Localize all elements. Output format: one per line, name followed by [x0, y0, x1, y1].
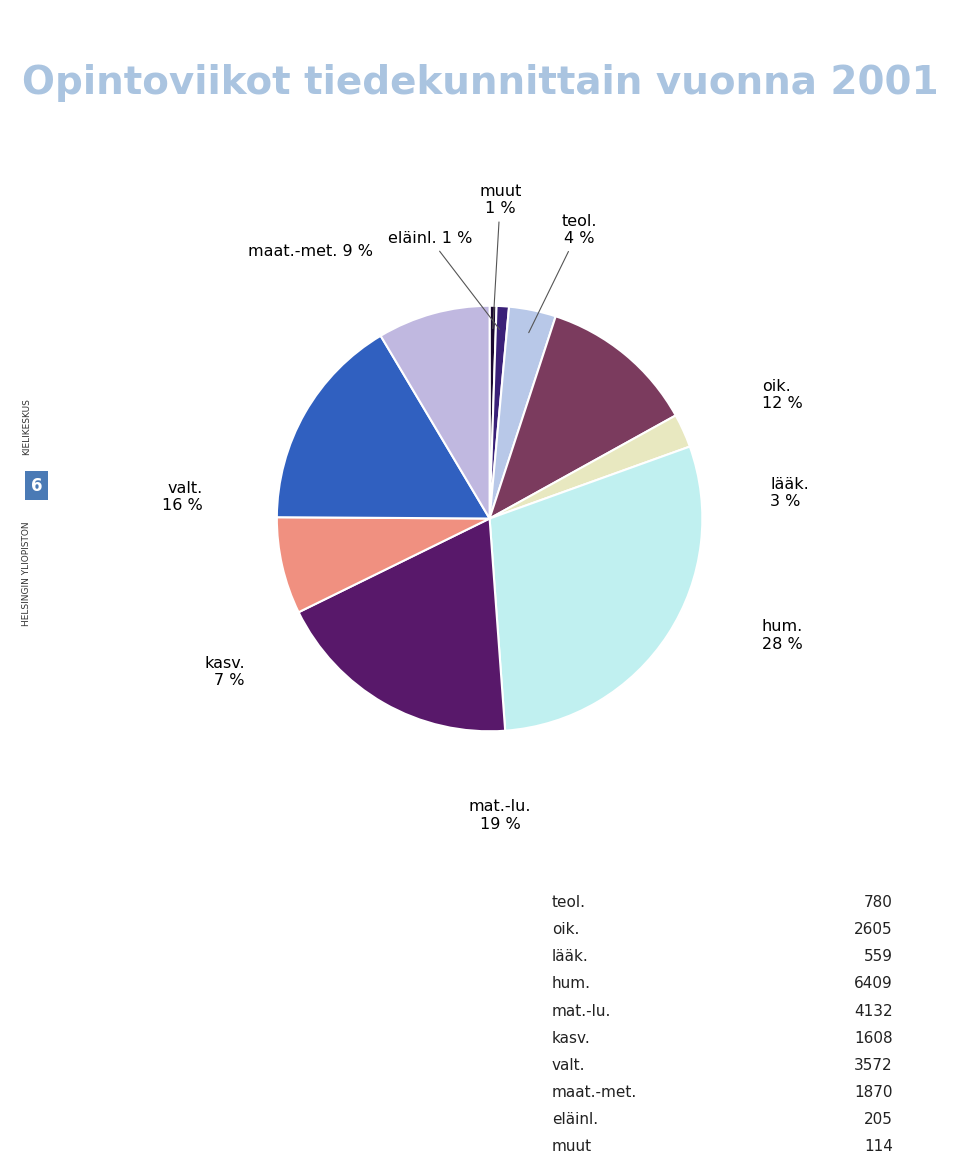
Text: 4132: 4132 — [854, 1004, 893, 1019]
Text: lääk.
3 %: lääk. 3 % — [771, 477, 809, 509]
Wedge shape — [490, 415, 690, 518]
Text: lääk.: lääk. — [552, 949, 588, 964]
Text: muut
1 %: muut 1 % — [479, 184, 521, 329]
Text: mat.-lu.: mat.-lu. — [552, 1004, 612, 1019]
Wedge shape — [490, 305, 496, 518]
Wedge shape — [490, 316, 676, 518]
Wedge shape — [299, 518, 505, 731]
Text: 6409: 6409 — [854, 977, 893, 991]
Text: 1608: 1608 — [854, 1031, 893, 1046]
Text: eläinl. 1 %: eläinl. 1 % — [388, 232, 499, 330]
Text: oik.
12 %: oik. 12 % — [762, 379, 803, 412]
Wedge shape — [276, 336, 490, 518]
Text: Opintoviikot tiedekunnittain vuonna 2001: Opintoviikot tiedekunnittain vuonna 2001 — [22, 64, 938, 102]
Text: 205: 205 — [864, 1113, 893, 1127]
Text: oik.: oik. — [552, 922, 580, 937]
Text: hum.
28 %: hum. 28 % — [762, 619, 804, 652]
Text: 780: 780 — [864, 895, 893, 910]
Text: kasv.: kasv. — [552, 1031, 590, 1046]
Text: 1870: 1870 — [854, 1085, 893, 1100]
Text: teol.: teol. — [552, 895, 586, 910]
Text: valt.: valt. — [552, 1058, 586, 1073]
Text: maat.-met.: maat.-met. — [552, 1085, 637, 1100]
Wedge shape — [490, 305, 509, 518]
Text: teol.
4 %: teol. 4 % — [529, 214, 597, 332]
Text: mat.-lu.
19 %: mat.-lu. 19 % — [469, 799, 532, 832]
Wedge shape — [490, 307, 556, 518]
Text: HELSINGIN YLIOPISTON: HELSINGIN YLIOPISTON — [22, 521, 32, 626]
Text: maat.-met. 9 %: maat.-met. 9 % — [248, 245, 372, 259]
Text: hum.: hum. — [552, 977, 591, 991]
Text: 6: 6 — [31, 476, 42, 495]
Wedge shape — [490, 447, 703, 731]
Text: eläinl.: eläinl. — [552, 1113, 598, 1127]
Text: muut: muut — [552, 1140, 592, 1155]
Text: 3572: 3572 — [854, 1058, 893, 1073]
Text: kasv.
7 %: kasv. 7 % — [204, 655, 245, 688]
Text: 559: 559 — [864, 949, 893, 964]
Text: KIELIKESKUS: KIELIKESKUS — [22, 399, 32, 455]
Text: 2605: 2605 — [854, 922, 893, 937]
Wedge shape — [381, 305, 490, 518]
Text: 114: 114 — [864, 1140, 893, 1155]
Text: valt.
16 %: valt. 16 % — [161, 481, 203, 514]
Wedge shape — [276, 517, 490, 612]
